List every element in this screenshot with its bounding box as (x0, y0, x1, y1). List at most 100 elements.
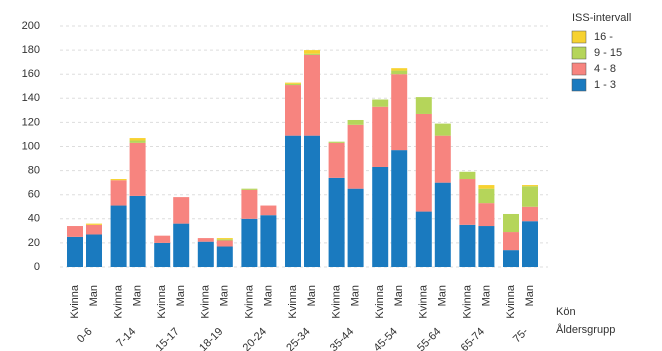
bar-segment (503, 250, 519, 267)
bar-segment (154, 235, 171, 243)
x-tick-label: Kvinna (331, 284, 343, 319)
group-label: 35-44 (328, 326, 356, 351)
bar-segment (391, 68, 408, 71)
group-label: 25-34 (284, 326, 312, 351)
y-tick-label: 100 (22, 140, 40, 152)
bar-segment (67, 236, 83, 267)
x-tick-label: Kvinna (461, 284, 473, 319)
y-tick-label: 140 (22, 92, 40, 104)
bar-segment (216, 239, 233, 241)
bar-segment (86, 223, 102, 225)
bar-segment (285, 135, 301, 267)
bar-segment (328, 177, 345, 267)
bar-segment (372, 166, 389, 267)
x-tick-label: Man (437, 285, 449, 306)
legend-label: 9 - 15 (594, 47, 622, 59)
bar-segment (503, 213, 519, 233)
legend-label: 4 - 8 (594, 63, 616, 75)
bar-segment (372, 99, 389, 107)
group-label: 75- (511, 325, 531, 345)
y-tick-label: 0 (34, 261, 40, 273)
group-label: 55-64 (415, 326, 443, 351)
bar-segment (478, 226, 495, 267)
bar-segment (86, 234, 102, 267)
bar-segment (328, 142, 345, 178)
group-label: 65-74 (459, 326, 487, 351)
x-tick-label: Man (524, 285, 536, 306)
bar-segment (241, 188, 258, 190)
bar-segment (67, 226, 83, 237)
x-tick-label: Man (393, 285, 405, 306)
y-tick-label: 60 (28, 189, 40, 201)
x-tick-label: Kvinna (156, 284, 168, 319)
x-tick-label: Man (306, 285, 318, 306)
bar-segment (154, 242, 171, 267)
x-tick-label: Kvinna (113, 284, 125, 319)
bar-segment (216, 240, 233, 247)
bar-segment (478, 185, 495, 189)
legend-title: ISS-intervall (572, 12, 631, 24)
legend-swatch (571, 78, 587, 92)
bar-segment (260, 215, 277, 267)
x-tick-label: Man (350, 285, 362, 306)
bar-segment (459, 179, 476, 225)
bar-segment (304, 135, 320, 267)
bar-segment (285, 82, 301, 84)
x-tick-label: Man (88, 285, 100, 306)
group-axis-title: Åldersgrupp (556, 323, 615, 336)
bar-segment (391, 70, 408, 75)
y-tick-label: 120 (22, 116, 40, 128)
bar-segment (110, 205, 127, 267)
bar-segment (304, 50, 320, 54)
x-tick-label: Man (219, 285, 231, 306)
x-tick-label: Man (132, 285, 144, 306)
x-axis-title: Kön (556, 306, 576, 318)
y-tick-label: 80 (28, 165, 40, 177)
group-label: 45-54 (371, 326, 399, 351)
bar-segment (197, 238, 214, 242)
x-tick-label: Kvinna (243, 284, 255, 319)
bar-segment (110, 179, 127, 181)
bar-segment (110, 180, 127, 206)
bar-segment (129, 138, 146, 141)
bar-segment (391, 74, 408, 151)
group-label: 7-14 (114, 326, 138, 350)
bar-segment (391, 150, 408, 267)
bar-segment (415, 97, 432, 114)
bar-segment (173, 223, 190, 267)
bar-segment (434, 182, 451, 267)
x-tick-label: Kvinna (287, 284, 299, 319)
bar-segment (216, 238, 233, 240)
bar-segment (522, 221, 538, 267)
group-label: 20-24 (241, 326, 269, 351)
bar-segment (415, 113, 432, 212)
bar-segment (304, 54, 320, 136)
group-label: 18-19 (197, 326, 225, 351)
bar-segment (173, 197, 190, 224)
bar-segment (285, 85, 301, 136)
bar-segment (372, 106, 389, 167)
bar-segment (86, 224, 102, 235)
bar-segment (459, 224, 476, 267)
bar-segment (478, 203, 495, 227)
bar-segment (522, 185, 538, 187)
bar-segment (216, 246, 233, 267)
legend-swatch (571, 46, 587, 60)
bar-segment (503, 232, 519, 251)
bar-segment (478, 188, 495, 204)
x-tick-label: Kvinna (69, 284, 81, 319)
group-label: 15-17 (153, 326, 181, 351)
x-tick-label: Man (175, 285, 187, 306)
x-tick-label: Kvinna (505, 284, 517, 319)
bar-segment (434, 123, 451, 136)
y-tick-label: 180 (22, 44, 40, 56)
x-tick-label: Kvinna (200, 284, 212, 319)
legend-swatch (571, 30, 587, 44)
x-tick-label: Kvinna (418, 284, 430, 319)
group-label: 0-6 (75, 326, 95, 346)
bar-segment (522, 206, 538, 222)
bar-segment (285, 83, 301, 86)
x-tick-label: Man (262, 285, 274, 306)
legend-label: 16 - (594, 31, 613, 43)
